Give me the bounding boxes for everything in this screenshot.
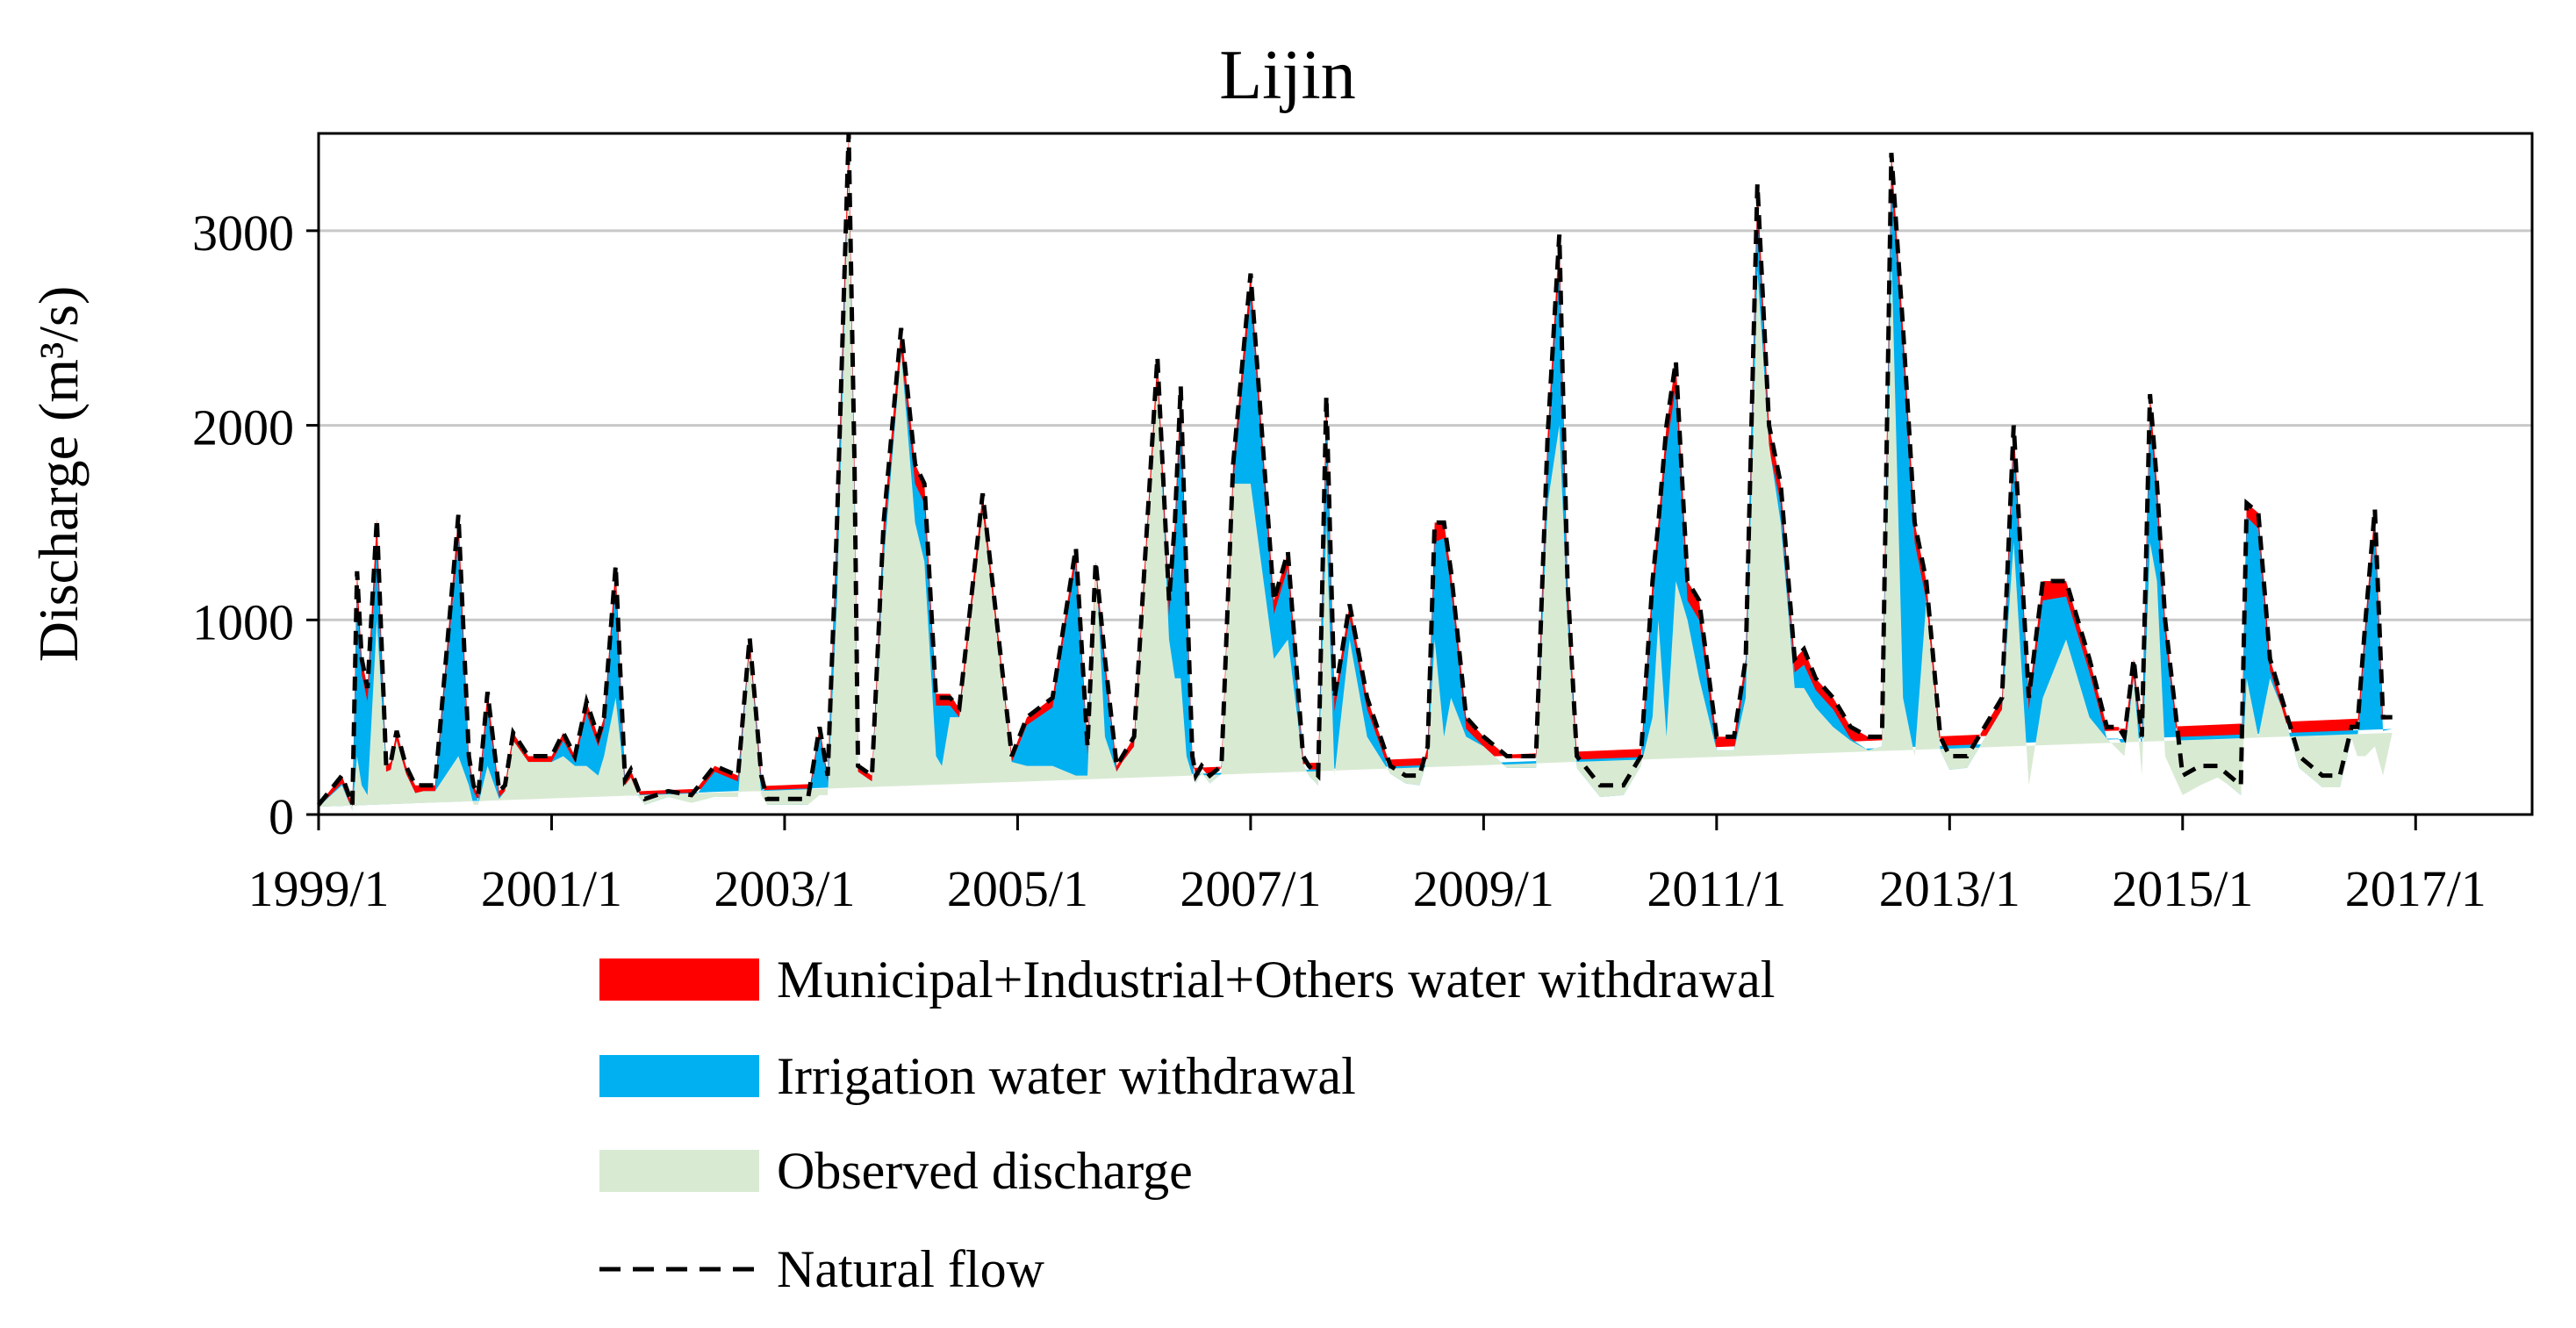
x-tick-label-6: 2011/1 bbox=[1647, 860, 1786, 917]
gridlines bbox=[319, 229, 2532, 621]
y-tick-label-0: 0 bbox=[269, 788, 294, 845]
y-axis-label: Discharge (m³/s) bbox=[27, 286, 90, 663]
y-tick-label-2: 2000 bbox=[192, 399, 294, 456]
legend-swatch-2 bbox=[599, 1150, 759, 1192]
natural-flow-line bbox=[317, 133, 2393, 807]
x-tick-label-8: 2015/1 bbox=[2112, 860, 2253, 917]
y-axis-ticks: 0 1000 2000 3000 bbox=[192, 205, 319, 845]
plot-frame bbox=[317, 132, 2534, 816]
x-tick-label-9: 2017/1 bbox=[2345, 860, 2486, 917]
x-tick-label-3: 2005/1 bbox=[947, 860, 1088, 917]
legend-label-3: Natural flow bbox=[777, 1240, 1045, 1298]
x-axis-ticks: 1999/1 2001/1 2003/1 2005/1 2007/1 2009/1 2011… bbox=[248, 815, 2486, 917]
legend-swatch-1 bbox=[599, 1055, 759, 1097]
legend: Municipal+Industrial+Others water withdr… bbox=[599, 951, 1775, 1298]
data-areas bbox=[319, 133, 2393, 811]
y-tick-label-1: 1000 bbox=[192, 593, 294, 650]
legend-label-0: Municipal+Industrial+Others water withdr… bbox=[777, 951, 1775, 1009]
legend-label-2: Observed discharge bbox=[777, 1142, 1193, 1200]
x-tick-label-1: 2001/1 bbox=[481, 860, 622, 917]
chart-title: Lijin bbox=[1219, 37, 1356, 114]
x-tick-label-5: 2009/1 bbox=[1413, 860, 1554, 917]
legend-label-1: Irrigation water withdrawal bbox=[777, 1047, 1356, 1105]
legend-swatch-0 bbox=[599, 958, 759, 1001]
x-tick-label-7: 2013/1 bbox=[1879, 860, 2020, 917]
data-lines bbox=[317, 133, 2393, 807]
x-tick-label-4: 2007/1 bbox=[1180, 860, 1321, 917]
x-tick-label-2: 2003/1 bbox=[714, 860, 855, 917]
y-tick-label-3: 3000 bbox=[192, 205, 294, 262]
observed-discharge-area bbox=[319, 161, 2393, 811]
x-tick-label-0: 1999/1 bbox=[248, 860, 389, 917]
